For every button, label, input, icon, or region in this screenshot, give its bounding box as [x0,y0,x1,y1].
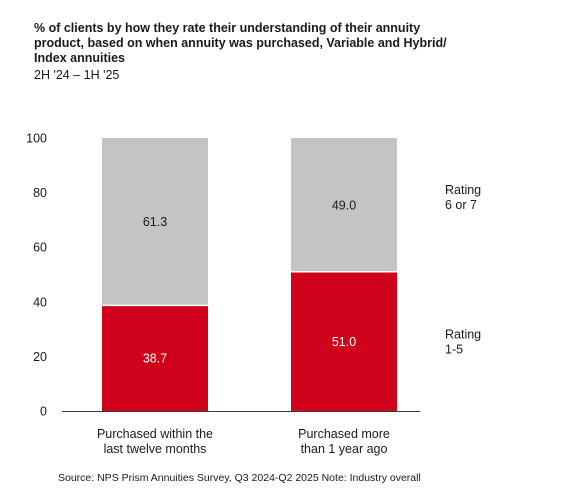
data-label-rating-6-7-2: 49.0 [332,198,356,212]
source-note: Source: NPS Prism Annuities Survey, Q3 2… [58,472,421,484]
legend-rating-6-7-line-2: 6 or 7 [445,198,477,212]
legend-rating-6-7-line-1: Rating [445,183,481,197]
chart-title: % of clients by how they rate their unde… [34,21,534,66]
data-label-rating-1-5-1: 38.7 [143,352,167,366]
bar-rating-6-7-2 [291,138,397,272]
stacked-bar-chart: 0 20 40 60 80 100 38.7 61.3 Purchased within the… [26,132,481,457]
y-tick-label-40: 40 [33,295,47,309]
chart-title-line-1: % of clients by how they rate their unde… [34,21,421,35]
chart-title-line-3: Index annuities [34,51,125,65]
legend-rating-1-5-line-2: 1-5 [445,342,463,356]
bar-rating-6-7-1 [102,138,208,306]
x-category-label-1-line-1: Purchased within the [97,427,213,441]
chart-subtitle: 2H '24 – 1H '25 [34,68,120,82]
y-tick-label-20: 20 [33,350,47,364]
y-tick-label-80: 80 [33,186,47,200]
x-category-label-1-line-2: last twelve months [104,442,207,456]
legend-rating-1-5-line-1: Rating [445,327,481,341]
data-label-rating-1-5-2: 51.0 [332,335,356,349]
chart-title-line-2: product, based on when annuity was purch… [34,36,447,50]
x-category-label-2-line-1: Purchased more [298,427,390,441]
bar-rating-1-5-1 [102,305,208,411]
x-category-label-2-line-2: than 1 year ago [301,442,388,456]
y-tick-label-0: 0 [40,405,47,419]
y-tick-label-100: 100 [26,132,47,146]
bar-rating-1-5-2 [291,271,397,411]
data-label-rating-6-7-1: 61.3 [143,215,167,229]
y-tick-label-60: 60 [33,241,47,255]
